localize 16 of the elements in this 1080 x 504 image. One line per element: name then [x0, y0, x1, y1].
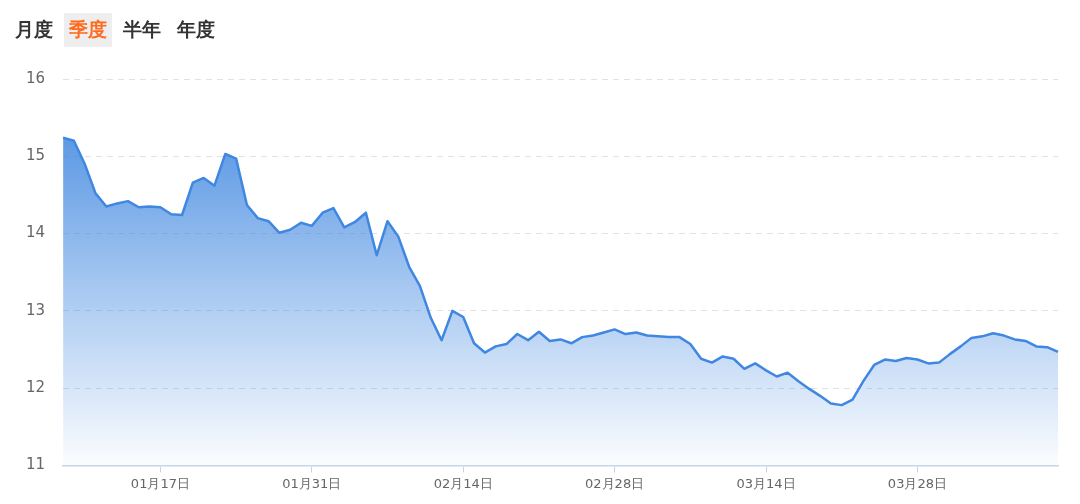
y-tick-label: 13 — [25, 300, 46, 319]
text: 季度 — [64, 13, 112, 47]
x-tick-label: 02月14日 — [433, 475, 493, 491]
y-tick-label: 12 — [25, 378, 46, 397]
x-tick-label: 01月31日 — [282, 475, 342, 491]
y-tick-label: 11 — [25, 455, 46, 474]
x-tick-label: 01月17日 — [130, 475, 190, 491]
x-tick-label: 03月28日 — [887, 475, 947, 491]
y-tick-label: 15 — [25, 146, 46, 165]
y-tick-label: 16 — [25, 68, 46, 87]
text: 年度 — [176, 17, 216, 42]
x-tick-label: 02月28日 — [585, 475, 645, 491]
text: 月度 — [14, 17, 54, 42]
text: 半年 — [122, 17, 162, 42]
y-tick-label: 14 — [25, 223, 46, 242]
x-tick-label: 03月14日 — [736, 475, 796, 491]
